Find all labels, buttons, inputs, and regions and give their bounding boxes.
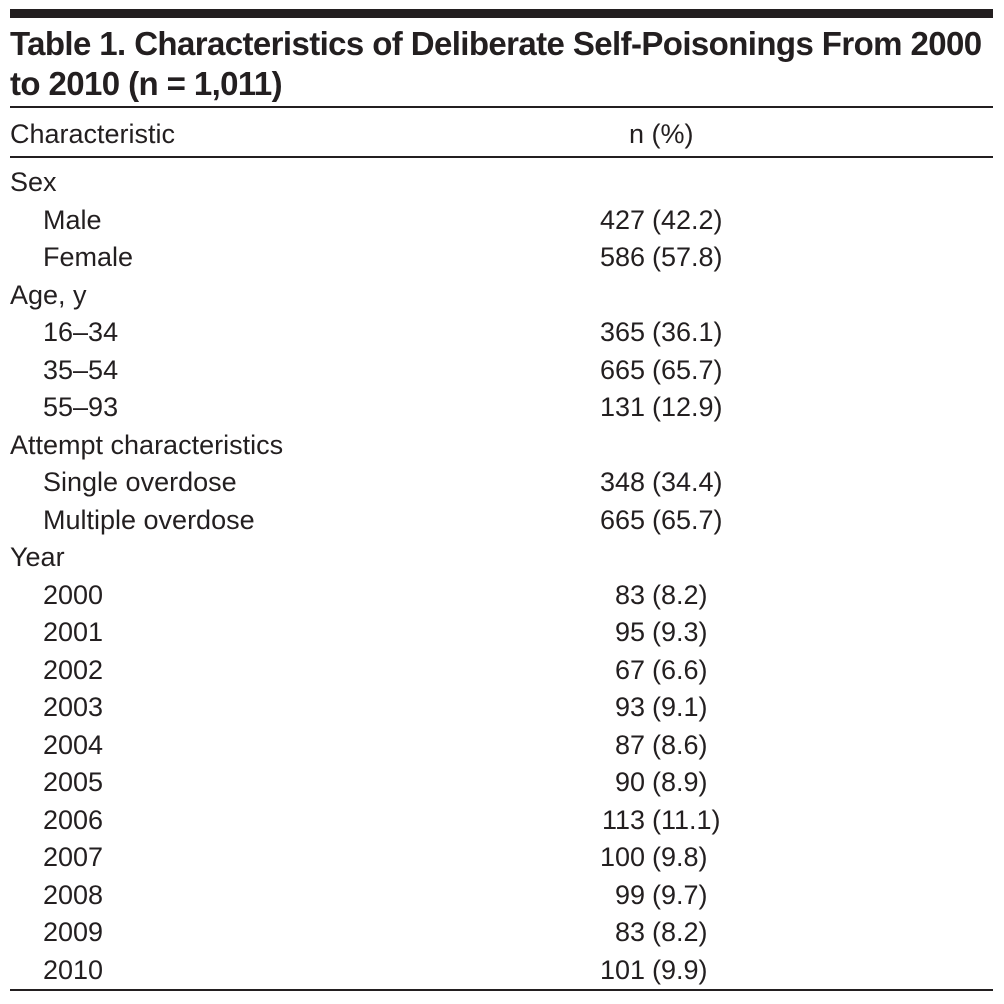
percent-value: (9.9)	[652, 954, 708, 985]
column-header-n-percent: n (%)	[629, 119, 694, 149]
row-label: 16–34	[43, 317, 119, 347]
table-body: Sex Male 427 (42.2) Female 586 (57.8) Age, y 16–…	[0, 164, 1004, 989]
row-label: Multiple overdose	[43, 504, 255, 535]
header-top-rule	[10, 106, 993, 108]
group-header-row: Sex	[0, 164, 1004, 202]
table-row: 55–93 131 (12.9)	[0, 389, 1004, 427]
count-value: 665	[599, 354, 645, 385]
percent-value: (65.7)	[652, 354, 723, 385]
row-label: 2006	[43, 804, 104, 835]
row-label: 2000	[43, 579, 104, 610]
row-label: Female	[43, 242, 134, 272]
row-label: Sex	[10, 167, 57, 197]
column-header-characteristic: Characteristic	[10, 119, 176, 149]
row-label: Age, y	[10, 279, 87, 310]
percent-value: (8.9)	[652, 767, 708, 797]
count-value: 95	[614, 617, 645, 647]
count-value: 427	[599, 204, 645, 235]
row-label: 2010	[43, 954, 104, 985]
percent-value: (8.2)	[652, 917, 708, 947]
row-label: 2005	[43, 767, 104, 797]
percent-value: (65.7)	[652, 504, 723, 535]
table-row: 2003 93 (9.1)	[0, 689, 1004, 727]
percent-value: (9.8)	[652, 842, 708, 872]
row-label: 35–54	[43, 354, 119, 385]
percent-value: (8.6)	[652, 729, 708, 760]
row-label: 2004	[43, 729, 104, 760]
table-row: 2008 99 (9.7)	[0, 877, 1004, 915]
table-row: 2002 67 (6.6)	[0, 652, 1004, 690]
count-value: 93	[614, 692, 645, 722]
count-value: 99	[614, 879, 645, 910]
count-value: 90	[614, 767, 645, 797]
row-label: Year	[10, 542, 65, 572]
row-label: 2001	[43, 617, 104, 647]
count-value: 67	[614, 654, 645, 685]
count-value: 101	[599, 954, 645, 985]
table-row: 16–34 365 (36.1)	[0, 314, 1004, 352]
row-label: 2002	[43, 654, 104, 685]
count-value: 113	[601, 804, 645, 835]
group-header-row: Year	[0, 539, 1004, 577]
count-value: 83	[614, 917, 645, 947]
row-label: Male	[43, 204, 102, 235]
count-value: 131	[599, 392, 645, 422]
count-value: 665	[599, 504, 645, 535]
table-row: Female 586 (57.8)	[0, 239, 1004, 277]
group-header-row: Age, y	[0, 277, 1004, 315]
percent-value: (34.4)	[652, 467, 723, 497]
top-rule	[10, 9, 993, 18]
table-row: Single overdose 348 (34.4)	[0, 464, 1004, 502]
table-row: 2005 90 (8.9)	[0, 764, 1004, 802]
count-value: 87	[614, 729, 645, 760]
percent-value: (8.2)	[652, 579, 708, 610]
table-row: Male 427 (42.2)	[0, 202, 1004, 240]
count-value: 586	[599, 242, 645, 272]
percent-value: (36.1)	[652, 317, 723, 347]
row-label: 2003	[43, 692, 104, 722]
row-label: 2009	[43, 917, 104, 947]
percent-value: (12.9)	[652, 392, 723, 422]
table-row: 2001 95 (9.3)	[0, 614, 1004, 652]
percent-value: (11.1)	[652, 804, 721, 835]
percent-value: (6.6)	[652, 654, 708, 685]
table-row: Multiple overdose 665 (65.7)	[0, 502, 1004, 540]
row-label: Attempt characteristics	[10, 429, 284, 460]
count-value: 348	[599, 467, 645, 497]
row-label: Single overdose	[43, 467, 237, 497]
table-row: 2009 83 (8.2)	[0, 914, 1004, 952]
count-value: 83	[614, 579, 645, 610]
count-value: 100	[599, 842, 645, 872]
header-bottom-rule	[10, 156, 993, 158]
table-row: 2000 83 (8.2)	[0, 577, 1004, 615]
row-label: 55–93	[43, 392, 119, 422]
percent-value: (9.1)	[652, 692, 708, 722]
percent-value: (9.7)	[652, 879, 708, 910]
table-row: 2004 87 (8.6)	[0, 727, 1004, 765]
bottom-rule	[10, 989, 993, 991]
percent-value: (9.3)	[652, 617, 708, 647]
row-label: 2008	[43, 879, 104, 910]
row-label: 2007	[43, 842, 104, 872]
table-row: 2007 100 (9.8)	[0, 839, 1004, 877]
percent-value: (57.8)	[652, 242, 723, 272]
table-row: 35–54 665 (65.7)	[0, 352, 1004, 390]
group-header-row: Attempt characteristics	[0, 427, 1004, 465]
table-row: 2006 113 (11.1)	[0, 802, 1004, 840]
table-title: Table 1. Characteristics of Deliberate S…	[10, 25, 982, 102]
percent-value: (42.2)	[652, 204, 723, 235]
count-value: 365	[599, 317, 645, 347]
table-row: 2010 101 (9.9)	[0, 952, 1004, 990]
